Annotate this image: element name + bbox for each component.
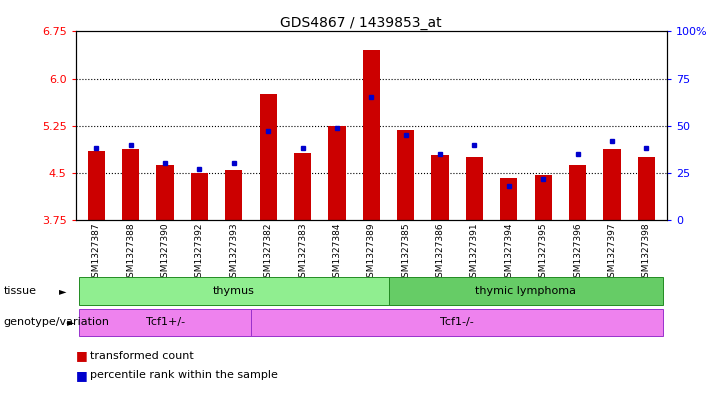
Text: Tcf1+/-: Tcf1+/-: [146, 317, 185, 327]
Bar: [500, 178, 518, 220]
Bar: [122, 149, 139, 220]
Bar: [431, 155, 448, 220]
Bar: [397, 130, 415, 220]
Bar: [294, 153, 311, 220]
Text: genotype/variation: genotype/variation: [4, 317, 110, 327]
Bar: [225, 170, 242, 220]
Text: percentile rank within the sample: percentile rank within the sample: [90, 370, 278, 380]
Text: ■: ■: [76, 369, 87, 382]
Text: ►: ►: [59, 286, 66, 296]
Bar: [534, 175, 552, 220]
Bar: [637, 157, 655, 220]
Bar: [88, 151, 105, 220]
Bar: [603, 149, 621, 220]
Text: GDS4867 / 1439853_at: GDS4867 / 1439853_at: [280, 16, 441, 30]
Bar: [260, 94, 277, 220]
Bar: [466, 157, 483, 220]
Bar: [79, 309, 251, 336]
Text: thymus: thymus: [213, 286, 255, 296]
Bar: [251, 309, 663, 336]
Bar: [79, 277, 389, 305]
Bar: [363, 50, 380, 220]
Bar: [328, 126, 345, 220]
Text: thymic lymphoma: thymic lymphoma: [475, 286, 577, 296]
Text: ►: ►: [67, 317, 74, 327]
Bar: [156, 165, 174, 220]
Text: transformed count: transformed count: [90, 351, 194, 361]
Text: Tcf1-/-: Tcf1-/-: [441, 317, 474, 327]
Bar: [191, 173, 208, 220]
Bar: [569, 165, 586, 220]
Bar: [389, 277, 663, 305]
Text: ■: ■: [76, 349, 87, 362]
Text: tissue: tissue: [4, 286, 37, 296]
